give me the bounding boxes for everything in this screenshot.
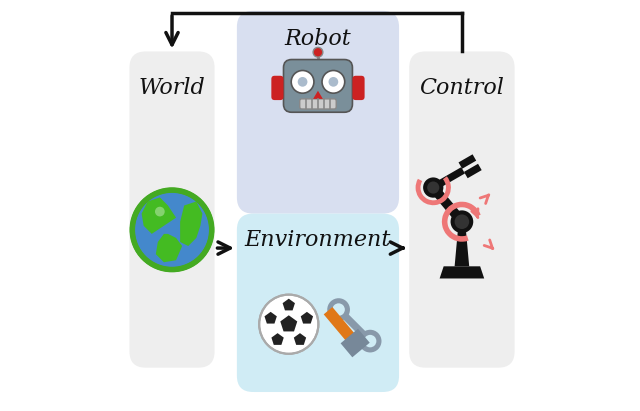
Circle shape [132,190,212,270]
FancyBboxPatch shape [409,51,515,368]
Polygon shape [301,312,313,323]
Text: Control: Control [419,77,504,99]
Circle shape [155,207,164,217]
Circle shape [423,178,444,198]
Circle shape [322,71,345,93]
Polygon shape [440,266,484,279]
Text: World: World [139,77,205,99]
Polygon shape [464,164,482,178]
Polygon shape [271,333,284,345]
Polygon shape [429,185,466,225]
Polygon shape [141,197,176,234]
Text: Environment: Environment [244,229,391,251]
Polygon shape [431,167,465,191]
Circle shape [328,77,339,87]
Circle shape [259,295,318,354]
Polygon shape [156,234,182,262]
FancyBboxPatch shape [284,60,353,112]
Text: Robot: Robot [285,28,351,50]
Circle shape [313,47,323,57]
Circle shape [327,298,350,321]
FancyBboxPatch shape [300,99,336,109]
Polygon shape [283,299,295,310]
Circle shape [364,335,376,347]
Polygon shape [336,307,372,344]
Polygon shape [340,329,370,357]
FancyBboxPatch shape [237,214,399,392]
Circle shape [359,330,381,353]
FancyBboxPatch shape [353,76,365,100]
Polygon shape [324,307,358,345]
Circle shape [332,303,345,316]
Circle shape [291,71,314,93]
Polygon shape [294,333,306,345]
Circle shape [454,215,469,229]
Polygon shape [264,312,277,323]
FancyBboxPatch shape [237,11,399,214]
FancyBboxPatch shape [129,51,214,368]
Polygon shape [458,154,476,169]
Polygon shape [454,222,469,266]
Circle shape [451,210,473,233]
Polygon shape [280,315,297,331]
Circle shape [298,77,307,87]
Polygon shape [180,201,202,246]
Polygon shape [313,91,323,99]
Circle shape [427,182,439,194]
FancyBboxPatch shape [271,76,284,100]
